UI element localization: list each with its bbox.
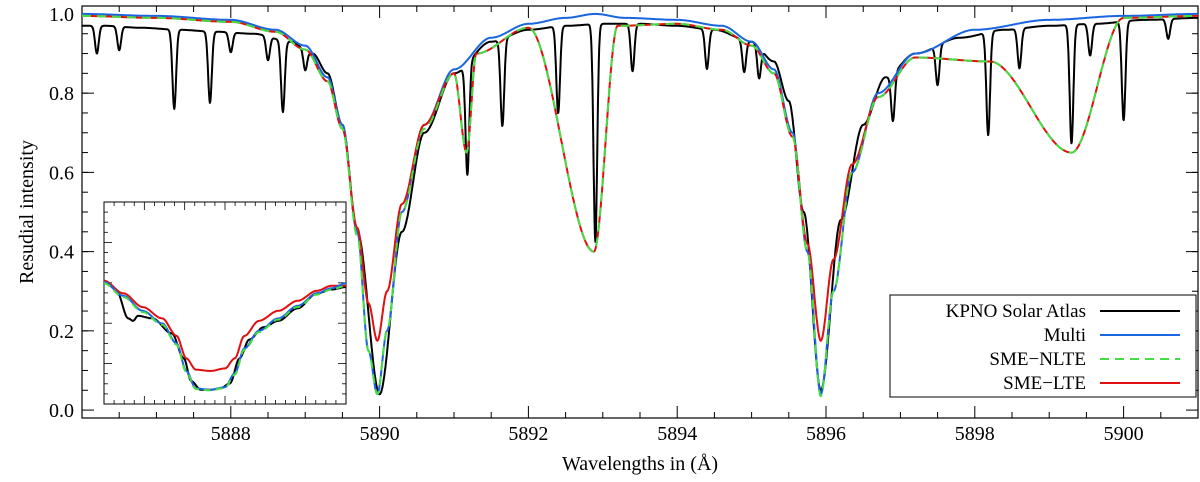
legend-label: KPNO Solar Atlas	[946, 301, 1086, 322]
x-tick-label: 5890	[360, 423, 400, 445]
inset-line-sme-nlte	[103, 282, 347, 392]
y-tick-label: 0.8	[49, 83, 74, 105]
series-line-kpno-solar-atlas	[82, 16, 1198, 396]
legend-label: SME−LTE	[1003, 373, 1086, 394]
x-axis-title: Wavelengths in (Å)	[562, 453, 718, 475]
axes-layer: 5888 5890 5892 5894 5896 5898 5900 0.0 0.2 0.4 0.6…	[49, 4, 1199, 445]
legend-layer: KPNO Solar Atlas Multi SME−NLTE SME−LTE	[889, 294, 1197, 398]
inset-layer	[103, 201, 347, 405]
inset-frame	[103, 201, 347, 405]
x-tick-label: 5894	[657, 423, 697, 445]
y-tick-label: 0.4	[49, 242, 74, 264]
y-axis-title: Resudial intensity	[16, 140, 38, 284]
y-tick-label: 0.2	[49, 321, 74, 343]
y-tick-label: 0.6	[49, 162, 74, 184]
x-tick-label: 5900	[1104, 423, 1144, 445]
x-tick-label: 5898	[955, 423, 995, 445]
series-layer	[82, 12, 1198, 398]
x-tick-label: 5892	[508, 423, 548, 445]
y-tick-label: 0.0	[49, 400, 74, 422]
x-tick-label: 5896	[806, 423, 846, 445]
y-tick-label: 1.0	[49, 4, 74, 26]
series-line-sme-nlte	[82, 14, 1198, 398]
series-line-multi	[82, 12, 1198, 396]
legend-label: SME−NLTE	[989, 349, 1086, 370]
legend-label: Multi	[1044, 325, 1086, 346]
x-tick-label: 5888	[211, 423, 251, 445]
inset-line-sme-lte	[103, 279, 346, 373]
